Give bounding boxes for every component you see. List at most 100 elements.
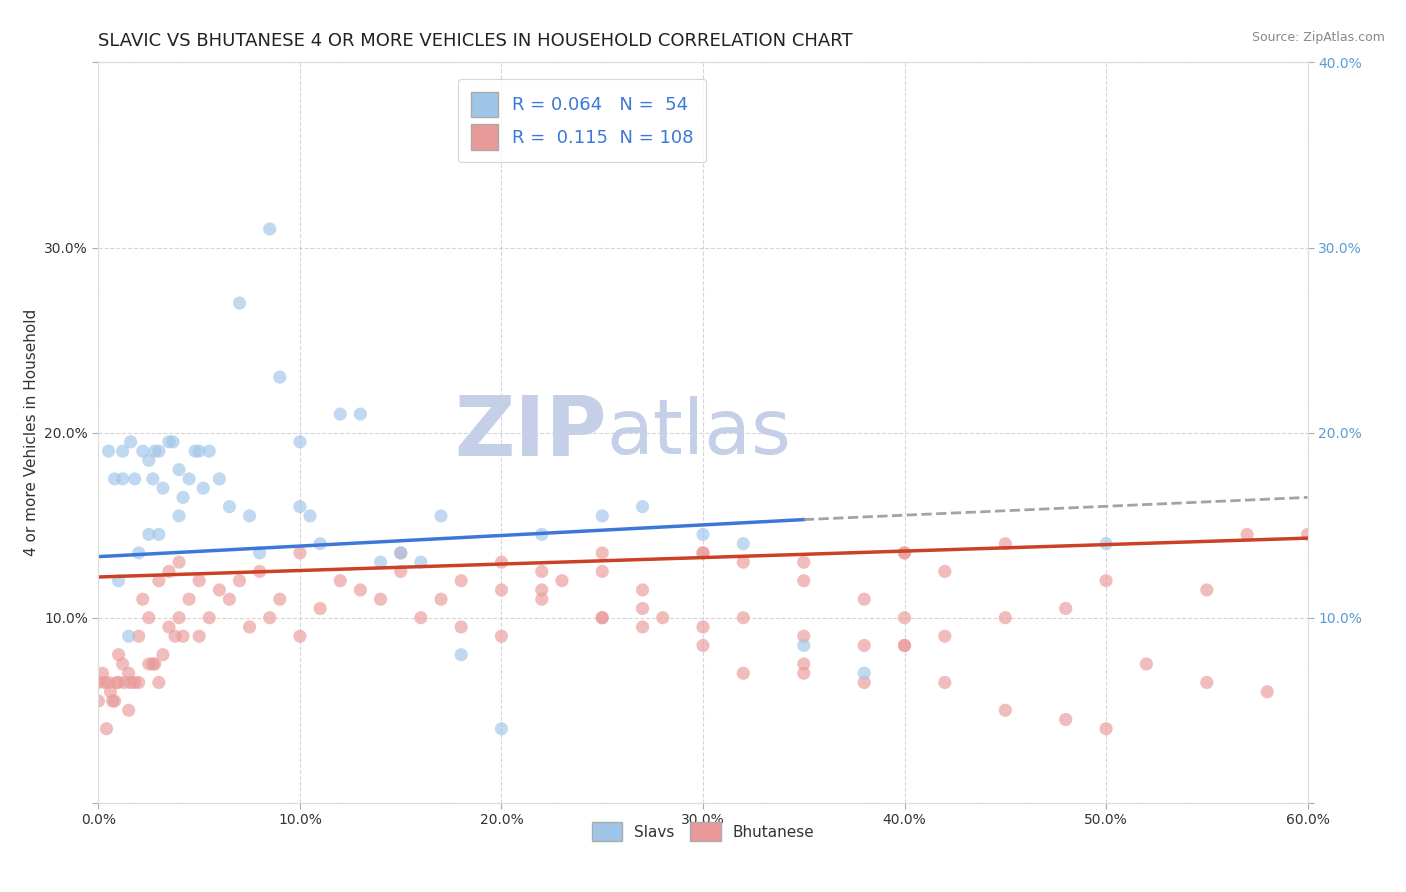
Point — [142, 472, 165, 486]
Point — [167, 555, 190, 569]
Point — [143, 657, 166, 671]
Point — [793, 574, 815, 588]
Point — [853, 592, 876, 607]
Point — [107, 675, 129, 690]
Point — [1195, 675, 1218, 690]
Point — [530, 592, 553, 607]
Point — [239, 620, 262, 634]
Point — [111, 657, 134, 671]
Point — [994, 536, 1017, 550]
Point — [591, 508, 613, 523]
Point — [934, 629, 956, 643]
Point — [138, 453, 160, 467]
Point — [893, 546, 915, 560]
Point — [793, 629, 815, 643]
Point — [138, 527, 160, 541]
Point — [1095, 722, 1118, 736]
Point — [97, 675, 120, 690]
Point — [101, 694, 124, 708]
Point — [118, 629, 141, 643]
Point — [148, 675, 170, 690]
Legend: Slavs, Bhutanese: Slavs, Bhutanese — [585, 816, 821, 847]
Point — [172, 629, 194, 643]
Point — [389, 546, 412, 560]
Point — [793, 657, 815, 671]
Point — [167, 610, 190, 624]
Point — [893, 610, 915, 624]
Point — [733, 610, 755, 624]
Text: SLAVIC VS BHUTANESE 4 OR MORE VEHICLES IN HOUSEHOLD CORRELATION CHART: SLAVIC VS BHUTANESE 4 OR MORE VEHICLES I… — [98, 32, 853, 50]
Point — [157, 620, 180, 634]
Point — [142, 657, 165, 671]
Point — [793, 639, 815, 653]
Point — [288, 434, 311, 449]
Point — [893, 639, 915, 653]
Text: atlas: atlas — [606, 396, 792, 469]
Point — [111, 444, 134, 458]
Point — [128, 675, 150, 690]
Point — [193, 481, 215, 495]
Point — [793, 555, 815, 569]
Point — [349, 582, 371, 597]
Point — [138, 657, 160, 671]
Point — [430, 592, 453, 607]
Point — [103, 472, 125, 486]
Point — [157, 565, 180, 579]
Point — [1256, 685, 1278, 699]
Point — [1135, 657, 1157, 671]
Point — [491, 722, 513, 736]
Point — [893, 546, 915, 560]
Point — [1095, 574, 1118, 588]
Point — [733, 666, 755, 681]
Point — [1195, 582, 1218, 597]
Point — [105, 675, 128, 690]
Point — [450, 648, 472, 662]
Point — [389, 546, 412, 560]
Point — [288, 546, 311, 560]
Point — [1095, 536, 1118, 550]
Point — [269, 592, 291, 607]
Point — [120, 434, 142, 449]
Point — [299, 508, 322, 523]
Point — [188, 629, 211, 643]
Point — [179, 592, 201, 607]
Point — [994, 703, 1017, 717]
Point — [120, 675, 142, 690]
Point — [128, 546, 150, 560]
Point — [349, 407, 371, 421]
Point — [288, 629, 311, 643]
Point — [631, 601, 654, 615]
Point — [793, 666, 815, 681]
Point — [100, 685, 122, 699]
Point — [218, 500, 240, 514]
Point — [208, 472, 231, 486]
Point — [103, 694, 125, 708]
Point — [853, 666, 876, 681]
Point — [430, 508, 453, 523]
Point — [124, 675, 146, 690]
Point — [631, 582, 654, 597]
Point — [692, 546, 714, 560]
Point — [329, 407, 352, 421]
Point — [157, 434, 180, 449]
Point — [138, 610, 160, 624]
Point — [148, 444, 170, 458]
Point — [114, 675, 136, 690]
Point — [93, 675, 115, 690]
Point — [1296, 527, 1319, 541]
Point — [994, 610, 1017, 624]
Point — [188, 444, 211, 458]
Point — [692, 620, 714, 634]
Point — [87, 694, 110, 708]
Point — [239, 508, 262, 523]
Point — [692, 546, 714, 560]
Point — [288, 500, 311, 514]
Point — [152, 648, 174, 662]
Point — [651, 610, 673, 624]
Point — [87, 675, 110, 690]
Point — [118, 666, 141, 681]
Point — [118, 703, 141, 717]
Text: Source: ZipAtlas.com: Source: ZipAtlas.com — [1251, 31, 1385, 45]
Point — [491, 555, 513, 569]
Point — [309, 536, 332, 550]
